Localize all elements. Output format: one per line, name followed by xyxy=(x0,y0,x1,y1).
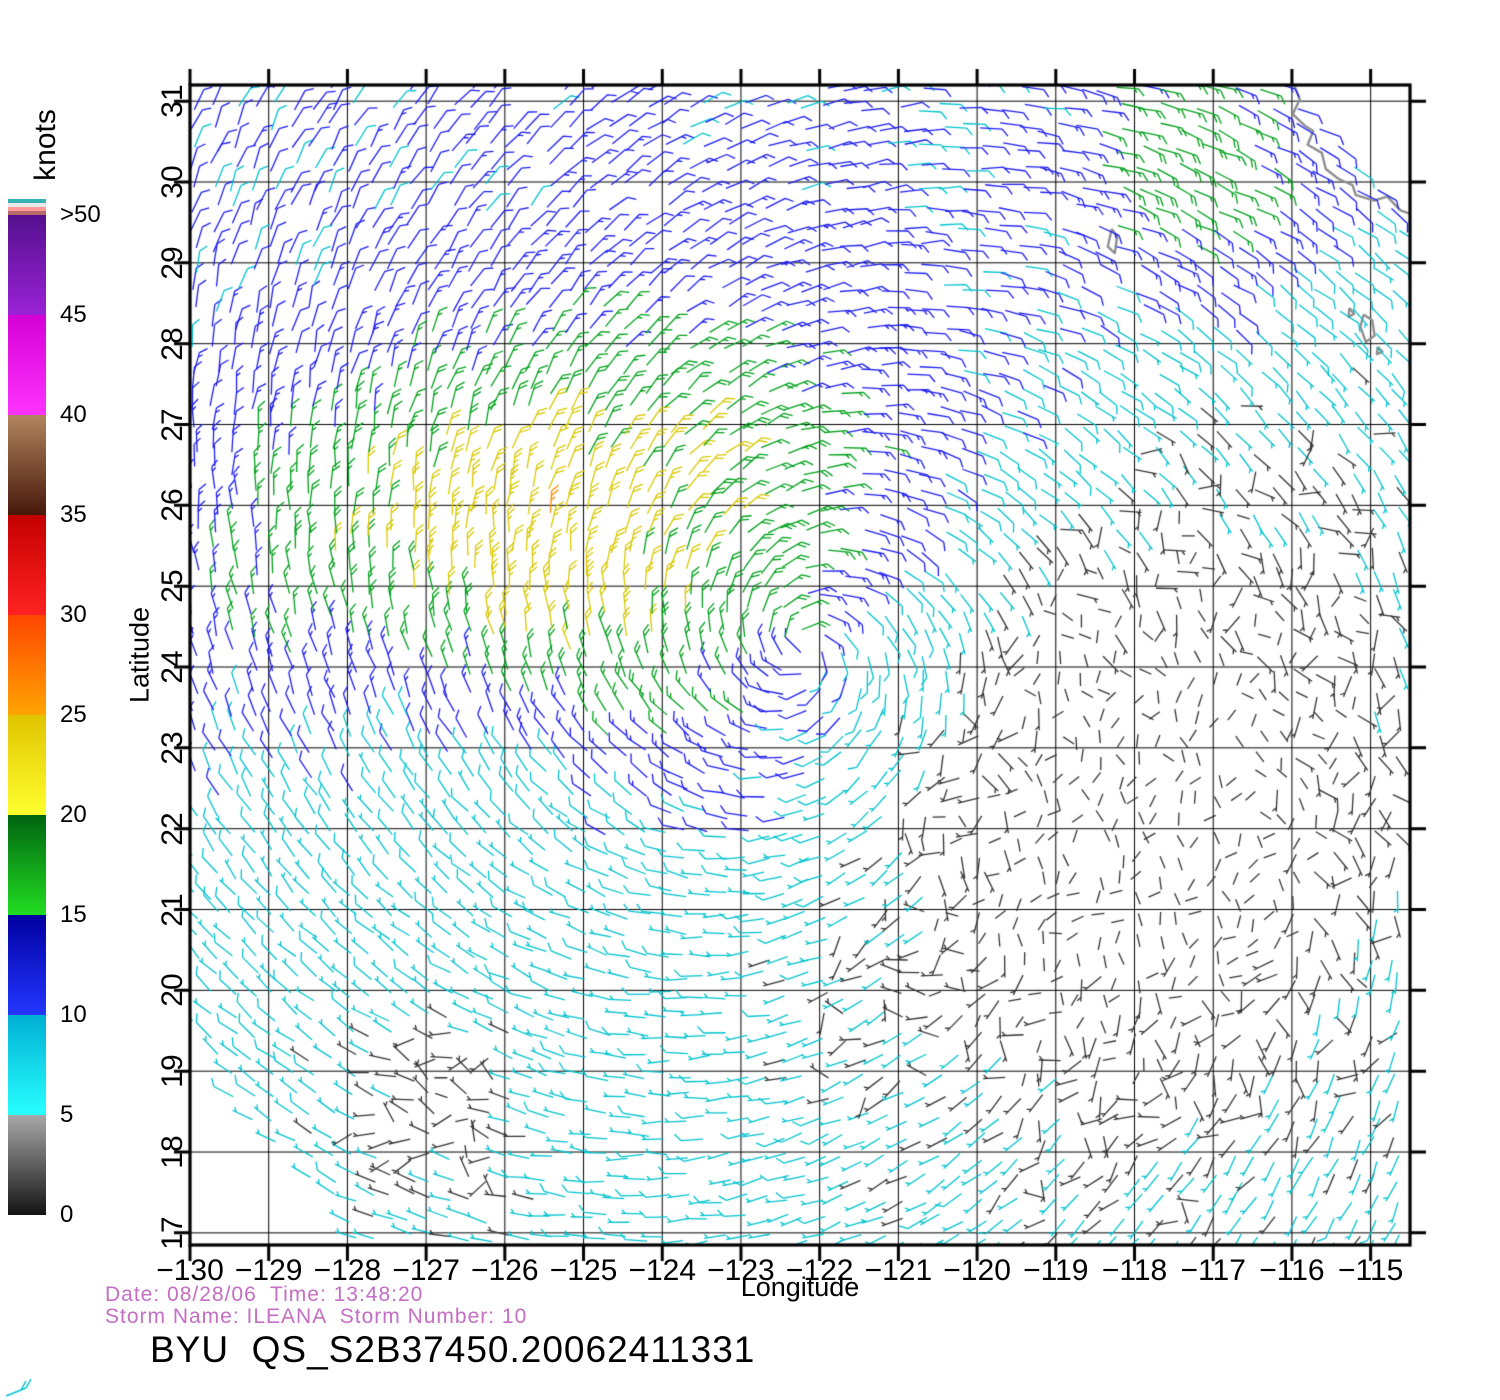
y-tick-label: 19 xyxy=(156,1054,189,1088)
y-tick-label: 31 xyxy=(156,84,189,118)
x-tick-label: −115 xyxy=(1337,1254,1404,1287)
x-tick-label: −124 xyxy=(628,1254,697,1287)
x-tick-label: −118 xyxy=(1101,1254,1168,1287)
y-tick-label: 27 xyxy=(156,407,189,442)
x-tick-label: −117 xyxy=(1180,1254,1246,1287)
y-tick-label: 29 xyxy=(156,246,189,280)
y-tick-label: 30 xyxy=(156,165,189,199)
y-tick-label: 17 xyxy=(156,1216,189,1250)
y-tick-label: 18 xyxy=(156,1135,189,1169)
x-tick-label: −119 xyxy=(1023,1254,1089,1287)
x-tick-label: −128 xyxy=(313,1254,382,1287)
y-tick-label: 20 xyxy=(156,973,189,1008)
x-axis-title: Longitude xyxy=(740,1272,860,1302)
y-axis-title: Latitude xyxy=(124,606,155,704)
x-tick-label: −122 xyxy=(785,1254,854,1287)
y-tick-label: 21 xyxy=(156,892,189,927)
date-time-line: Date: 08/28/06 Time: 13:48:20 xyxy=(105,1283,424,1306)
x-tick-label: −127 xyxy=(392,1254,460,1287)
plot-title: BYU QS_S2B37450.20062411331 xyxy=(150,1329,756,1370)
y-tick-label: 24 xyxy=(156,650,189,684)
x-tick-label: −130 xyxy=(156,1254,224,1287)
y-tick-label: 28 xyxy=(156,326,189,361)
storm-info-line: Storm Name: ILEANA Storm Number: 10 xyxy=(105,1305,528,1328)
x-tick-label: −116 xyxy=(1259,1254,1325,1287)
x-tick-label: −121 xyxy=(864,1254,933,1287)
x-tick-label: −125 xyxy=(549,1254,618,1287)
y-tick-label: 22 xyxy=(156,812,189,846)
x-tick-label: −126 xyxy=(471,1254,539,1287)
x-tick-label: −120 xyxy=(943,1254,1011,1287)
y-tick-label: 26 xyxy=(156,488,189,523)
y-tick-label: 25 xyxy=(156,569,189,603)
y-tick-label: 23 xyxy=(156,731,189,765)
x-tick-label: −129 xyxy=(234,1254,303,1287)
x-tick-label: −123 xyxy=(707,1254,775,1287)
